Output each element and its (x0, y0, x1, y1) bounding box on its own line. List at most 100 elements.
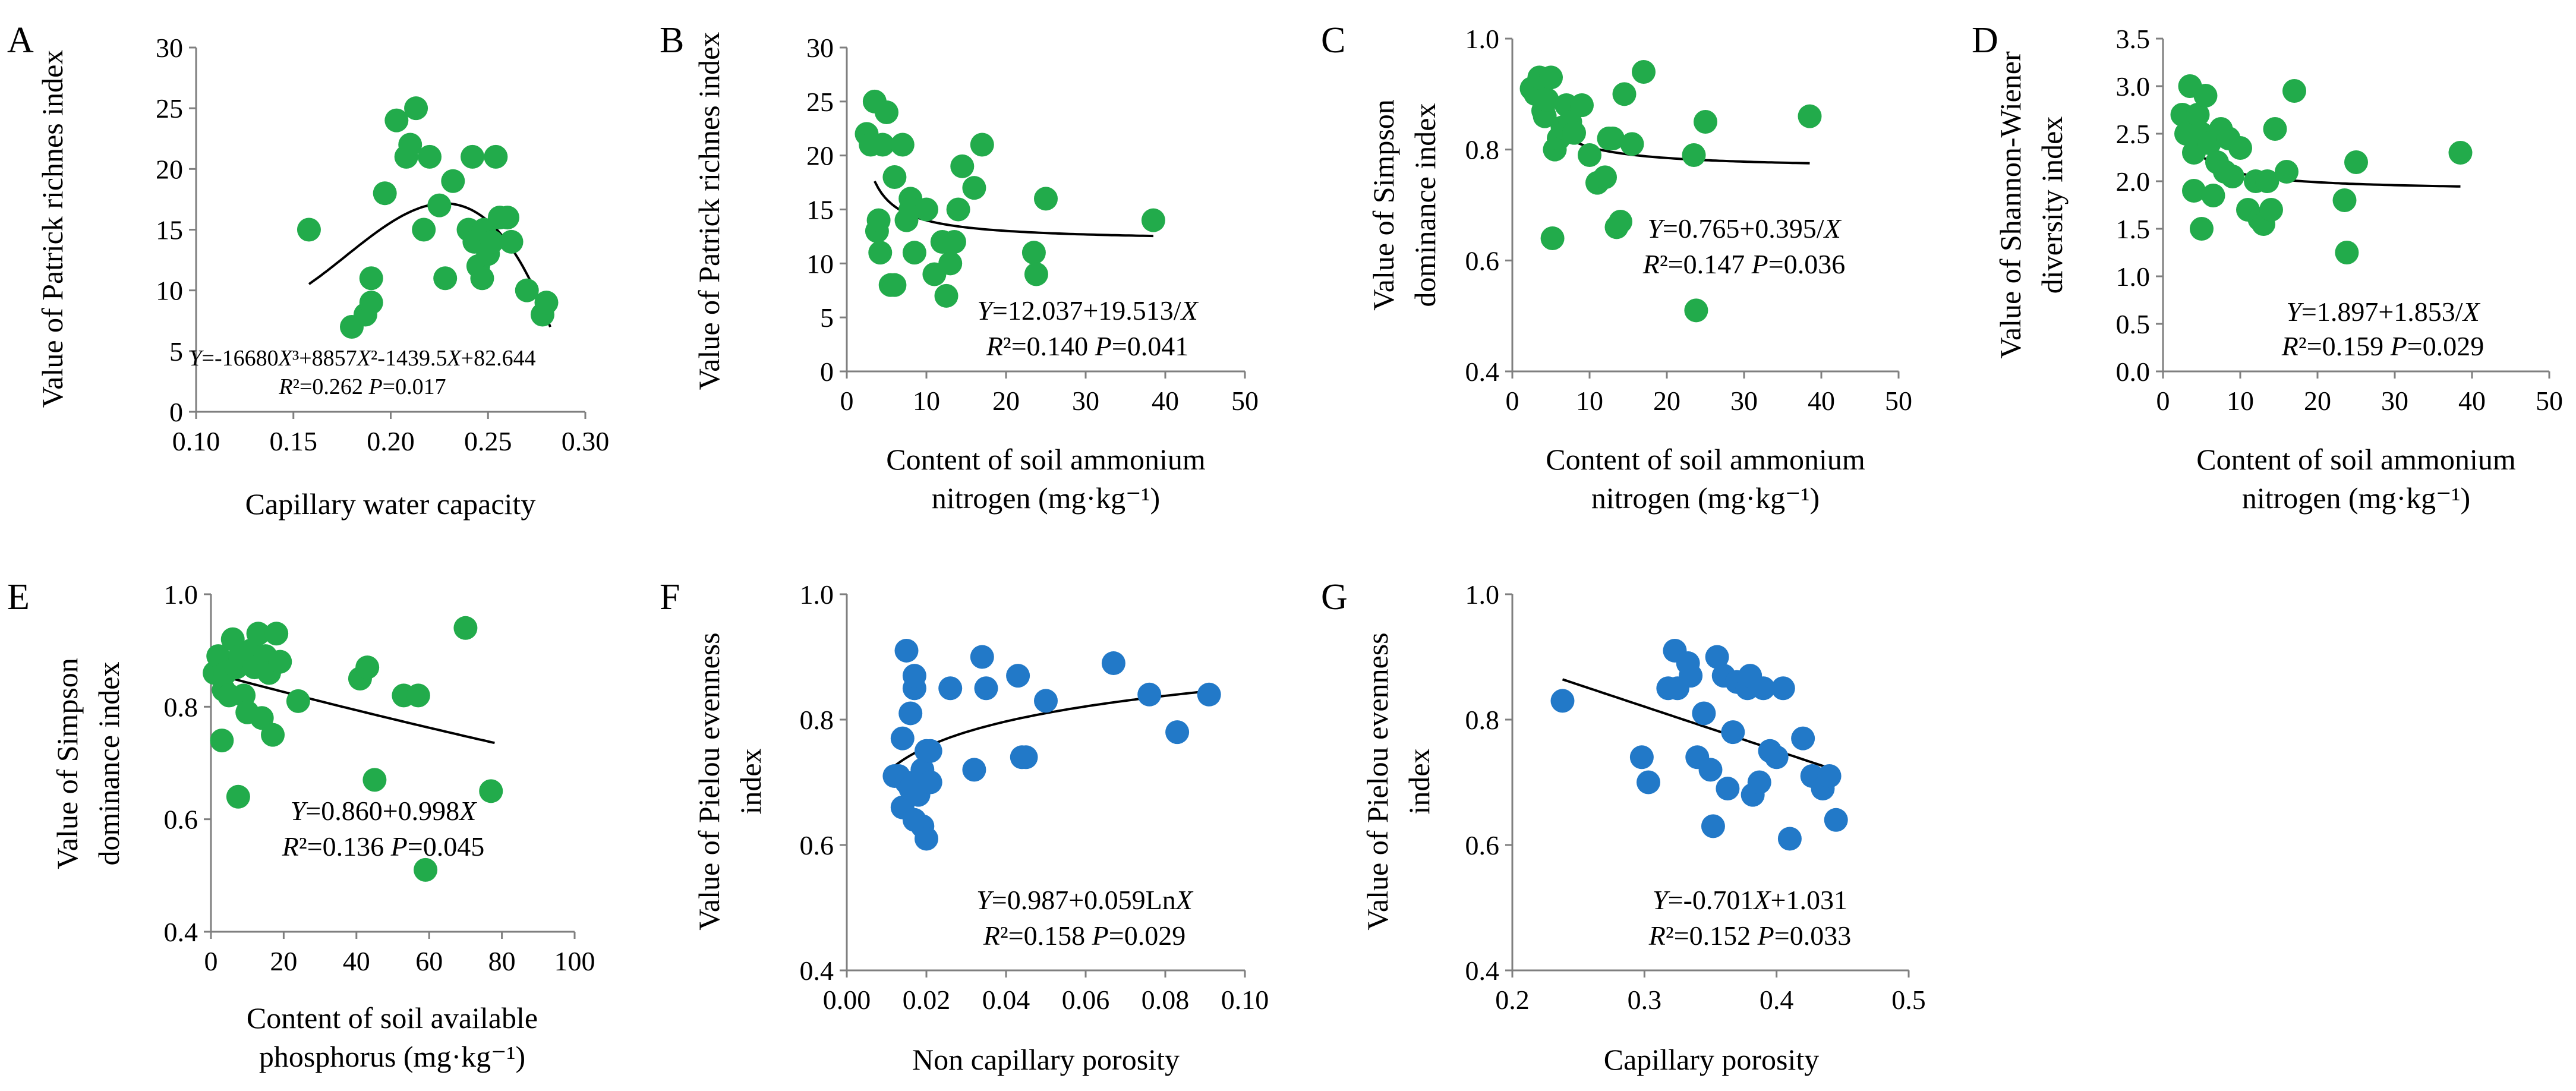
data-point (286, 689, 310, 713)
y-axis-title-group: Value of Pielou evenness index (692, 632, 767, 930)
y-tick-label: 0.4 (164, 917, 198, 947)
panel-letter: D (1972, 20, 1998, 61)
data-point (1817, 764, 1842, 788)
data-point (1747, 770, 1771, 794)
data-point (297, 217, 321, 242)
data-point (1791, 726, 1815, 751)
data-point (1006, 664, 1030, 688)
x-tick-label: 0.4 (1760, 985, 1794, 1015)
y-tick-label: 20 (156, 154, 183, 184)
data-point (404, 96, 428, 121)
data-point (484, 144, 508, 169)
y-axis-title: index (734, 748, 767, 814)
y-axis-title: index (1402, 748, 1436, 814)
data-point (1637, 770, 1661, 794)
data-point (1601, 127, 1625, 150)
regression-stats: R²=0.152 P=0.033 (1648, 920, 1851, 951)
x-tick-label: 10 (1576, 386, 1603, 416)
data-point (1632, 60, 1656, 84)
y-tick-label: 0.4 (800, 956, 834, 986)
data-point (962, 176, 986, 200)
data-point (902, 241, 926, 265)
data-point (946, 197, 970, 222)
y-tick-label: 30 (156, 33, 183, 63)
data-point (1692, 701, 1716, 726)
data-point (362, 768, 387, 792)
y-axis-title: Value of Patrick richnes index (36, 50, 69, 408)
x-tick-label: 50 (2536, 386, 2563, 416)
chart-panel-b: B 0 5 10 15 20 25 30 0 10 20 30 40 50 Content of soil … (660, 20, 1259, 515)
y-tick-label: 2.5 (2116, 119, 2151, 149)
regression-equation: Y=-16680X³+8857X²-1439.5X+82.644 (189, 346, 535, 371)
x-tick-label: 0.00 (823, 985, 871, 1015)
y-tick-label: 15 (156, 215, 183, 245)
y-tick-label: 0.0 (2116, 357, 2151, 387)
data-point (461, 144, 485, 169)
data-point (866, 208, 891, 232)
x-tick-label: 0.25 (464, 426, 512, 456)
x-tick-label: 0 (1506, 386, 1519, 416)
data-point (2263, 117, 2287, 141)
data-point (1539, 65, 1563, 90)
x-axis-title: nitrogen (mg·kg⁻¹) (2242, 481, 2470, 515)
data-point (1721, 720, 1745, 745)
y-tick-label: 0.5 (2116, 309, 2151, 339)
data-point (1629, 745, 1654, 770)
x-axis-title: Capillary porosity (1604, 1043, 1819, 1076)
y-axis-title: Value of Simpson (1367, 99, 1400, 311)
x-tick-label: 0.20 (367, 426, 415, 456)
data-point (1021, 241, 1046, 265)
data-point (2182, 179, 2206, 203)
y-tick-label: 1.5 (2116, 214, 2151, 244)
regression-stats: R²=0.147 P=0.036 (1642, 249, 1845, 279)
data-point (1612, 82, 1637, 106)
data-point (2228, 136, 2252, 160)
y-tick-label: 0.6 (1465, 830, 1500, 860)
x-tick-label: 100 (554, 946, 595, 976)
data-point (398, 133, 422, 157)
panel-letter: C (1321, 20, 1345, 61)
x-tick-label: 20 (992, 386, 1020, 416)
data-point (441, 169, 465, 193)
x-tick-label: 40 (1808, 386, 1835, 416)
x-tick-label: 0.2 (1495, 985, 1530, 1015)
y-tick-label: 1.0 (800, 579, 834, 610)
data-point (1535, 87, 1559, 112)
y-tick-label: 0.8 (1465, 705, 1500, 735)
y-tick-label: 1.0 (1465, 579, 1500, 610)
data-point (412, 217, 436, 242)
data-point (373, 181, 397, 206)
x-tick-label: 30 (1730, 386, 1758, 416)
data-point (918, 739, 942, 763)
data-point (268, 649, 292, 674)
data-point (918, 770, 942, 794)
data-point (1679, 664, 1703, 688)
regression-stats: R²=0.159 P=0.029 (2281, 331, 2484, 361)
y-tick-label: 2.0 (2116, 166, 2151, 197)
x-tick-label: 0.10 (1221, 985, 1269, 1015)
data-point (1034, 187, 1058, 211)
data-point (1716, 777, 1740, 801)
chart-panel-a: A 0 5 10 15 20 25 30 0.10 0.15 0.20 0.25 0.30 Capilla… (7, 20, 609, 521)
data-point (406, 683, 430, 708)
x-tick-label: 10 (913, 386, 940, 416)
y-axis-title: Value of Patrick richnes index (692, 32, 726, 390)
regression-equation: Y=12.037+19.513/X (977, 295, 1199, 326)
data-point (1137, 682, 1162, 707)
data-point (1777, 827, 1802, 851)
x-tick-label: 0 (2156, 386, 2170, 416)
data-point (359, 266, 383, 291)
x-tick-label: 30 (2381, 386, 2408, 416)
data-point (2259, 198, 2283, 222)
x-tick-label: 20 (2304, 386, 2331, 416)
y-tick-label: 25 (156, 93, 183, 124)
y-tick-label: 0.6 (164, 805, 198, 835)
regression-stats: R²=0.262 P=0.017 (278, 374, 446, 399)
data-point (902, 664, 926, 688)
panel-letter: E (7, 577, 30, 617)
data-point (970, 645, 994, 669)
y-axis-title-group: Value of Simpson dominance index (1367, 99, 1442, 311)
data-point (453, 616, 478, 640)
data-point (1024, 262, 1048, 286)
data-point (1540, 226, 1565, 250)
